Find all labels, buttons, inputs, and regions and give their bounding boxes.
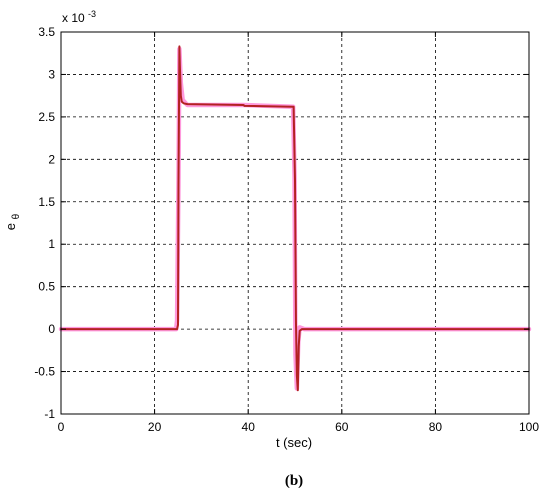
x-tick-label: 80 (429, 420, 443, 434)
x-tick-label: 20 (148, 420, 162, 434)
axis-ticks (60, 31, 530, 415)
axis-labels: 0 20 40 60 80 100 -1 -0.5 0 0.5 1 1.5 2 2.5 3 3.5 (34, 25, 539, 434)
plot-area-frame (60, 31, 530, 415)
series-line-error (60, 45, 530, 392)
y-tick-label: 2.5 (38, 110, 55, 124)
y-axis-label-main: e (3, 223, 18, 230)
series-group (58, 45, 532, 392)
grid-lines (61, 32, 529, 414)
y-axis-label-subscript: θ (11, 213, 22, 219)
y-tick-label: -0.5 (34, 365, 55, 379)
y-tick-label: 0.5 (38, 280, 55, 294)
x-tick-label: 40 (242, 420, 256, 434)
x-axis-label: t (sec) (276, 435, 312, 450)
x-tick-label: 100 (519, 420, 539, 434)
panel-label: (b) (285, 473, 303, 489)
y-tick-label: -1 (44, 407, 55, 421)
y-axis-label: e θ (3, 213, 22, 230)
x-tick-label: 60 (335, 420, 349, 434)
y-tick-label: 3 (48, 67, 55, 81)
y-multiplier-base: x 10 (62, 11, 85, 25)
y-tick-label: 2 (48, 152, 55, 166)
y-multiplier-exponent: -3 (88, 9, 96, 19)
y-tick-label: 1 (48, 237, 55, 251)
y-multiplier-label: x 10 -3 (62, 9, 96, 25)
y-tick-label: 0 (48, 322, 55, 336)
y-tick-label: 3.5 (38, 25, 55, 39)
x-tick-label: 0 (58, 420, 65, 434)
y-tick-label: 1.5 (38, 195, 55, 209)
